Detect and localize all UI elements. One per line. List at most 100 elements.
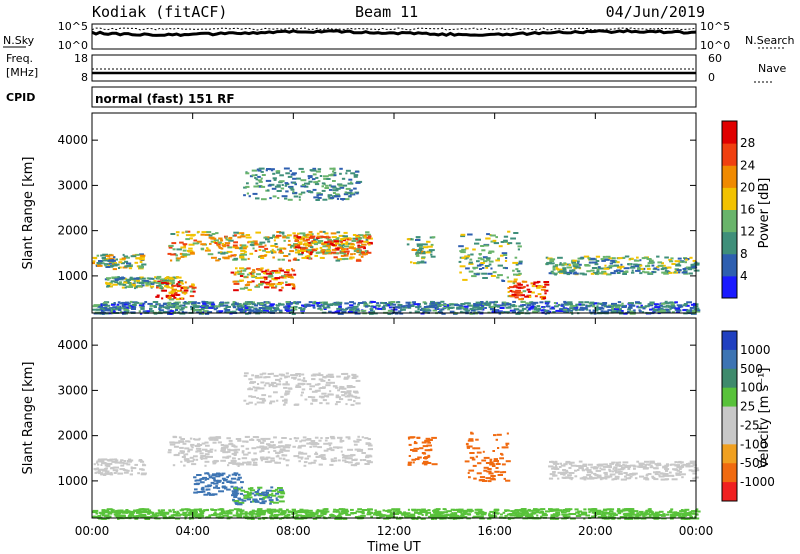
range-cell xyxy=(671,263,676,265)
range-cell xyxy=(99,512,105,515)
range-cell xyxy=(451,512,454,515)
range-cell xyxy=(314,383,320,386)
range-cell xyxy=(490,267,493,270)
range-cell xyxy=(111,261,115,264)
range-cell xyxy=(184,459,190,462)
range-cell xyxy=(181,311,184,313)
range-cell xyxy=(259,445,265,448)
range-cell xyxy=(310,402,314,405)
range-cell xyxy=(463,305,469,308)
range-cell xyxy=(268,493,272,496)
range-cell xyxy=(144,517,148,520)
range-cell xyxy=(595,469,602,472)
range-cell xyxy=(608,470,612,473)
range-cell xyxy=(367,444,373,447)
range-cell xyxy=(467,233,473,236)
range-cell xyxy=(370,301,376,303)
range-cell xyxy=(560,473,564,476)
range-cell xyxy=(222,515,225,518)
range-cell xyxy=(134,517,139,520)
range-cell xyxy=(432,309,437,312)
range-cell xyxy=(485,462,490,464)
range-cell xyxy=(580,513,587,516)
range-cell xyxy=(422,301,427,304)
range-cell xyxy=(629,263,632,266)
range-cell xyxy=(367,508,373,511)
range-cell xyxy=(109,264,115,267)
range-cell xyxy=(291,508,296,511)
range-cell xyxy=(141,305,145,308)
range-cell xyxy=(454,304,460,306)
range-cell xyxy=(617,470,623,473)
range-cell xyxy=(489,510,495,513)
range-cell xyxy=(297,250,300,253)
range-cell xyxy=(310,461,316,464)
range-cell xyxy=(548,272,555,275)
range-cell xyxy=(521,511,527,514)
range-cell xyxy=(415,254,420,257)
range-cell xyxy=(260,459,263,462)
range-cell xyxy=(239,255,244,258)
range-cell xyxy=(300,514,305,517)
range-cell xyxy=(355,248,361,251)
range-cell xyxy=(562,515,568,517)
range-cell xyxy=(236,516,240,519)
range-cell xyxy=(107,459,113,462)
range-cell xyxy=(458,260,462,263)
range-cell xyxy=(607,304,614,307)
range-cell xyxy=(420,309,423,311)
range-cell xyxy=(635,269,641,272)
range-cell xyxy=(292,445,296,448)
range-cell xyxy=(618,304,621,307)
range-cell xyxy=(205,444,210,447)
range-cell xyxy=(309,304,316,307)
range-cell xyxy=(674,260,680,263)
range-cell xyxy=(597,513,603,516)
range-cell xyxy=(307,396,312,398)
range-cell xyxy=(545,263,549,266)
range-cell xyxy=(218,246,222,249)
range-cell xyxy=(601,272,608,275)
range-cell xyxy=(347,375,351,378)
range-cell xyxy=(244,514,248,517)
range-cell xyxy=(252,498,258,501)
range-cell xyxy=(612,478,617,481)
range-cell xyxy=(618,310,622,313)
range-cell xyxy=(680,473,686,476)
range-cell xyxy=(260,254,267,257)
range-cell xyxy=(505,509,511,512)
range-cell xyxy=(637,268,641,270)
range-cell xyxy=(541,297,544,300)
range-cell xyxy=(657,268,660,271)
range-cell xyxy=(564,303,569,306)
range-cell xyxy=(325,184,329,187)
range-cell xyxy=(289,246,292,249)
range-cell xyxy=(465,267,470,270)
range-cell xyxy=(425,437,431,440)
range-cell xyxy=(666,309,671,312)
range-cell xyxy=(300,179,307,182)
range-cell xyxy=(454,514,460,517)
range-cell xyxy=(143,509,147,512)
range-cell xyxy=(339,309,343,312)
range-cell xyxy=(629,475,633,478)
range-cell xyxy=(596,463,600,466)
range-cell xyxy=(193,309,199,312)
range-cell xyxy=(121,286,126,289)
range-cell xyxy=(192,242,199,245)
range-cell xyxy=(217,441,222,444)
range-cell xyxy=(195,515,201,518)
range-cell xyxy=(242,303,248,306)
range-cell xyxy=(358,253,361,256)
range-cell xyxy=(467,472,470,474)
range-cell xyxy=(681,513,685,515)
range-cell xyxy=(96,262,103,264)
range-cell xyxy=(472,248,476,251)
range-cell xyxy=(341,439,345,442)
range-cell xyxy=(317,374,320,376)
range-cell xyxy=(488,263,492,266)
range-cell xyxy=(512,261,519,264)
range-cell xyxy=(197,230,200,233)
range-cell xyxy=(570,478,573,481)
range-cell xyxy=(315,510,322,513)
